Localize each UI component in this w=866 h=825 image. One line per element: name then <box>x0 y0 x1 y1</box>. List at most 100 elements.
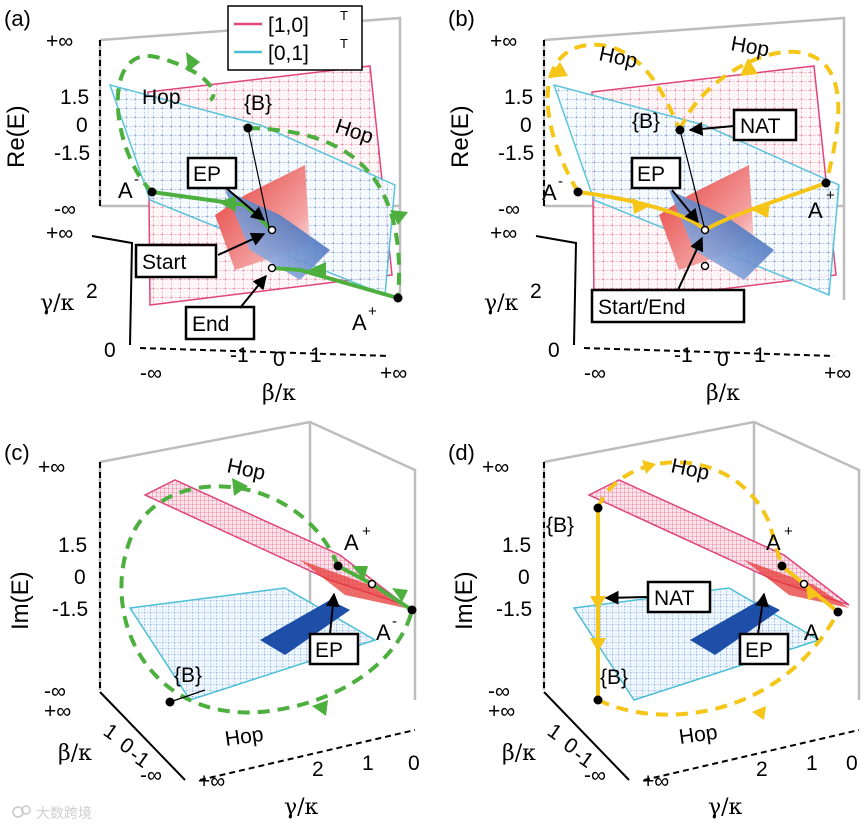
label-a-plus-sup: + <box>362 523 371 540</box>
sheet-red <box>744 560 849 608</box>
tick-gamma: 2 <box>312 758 324 781</box>
legend-label-sup: T <box>340 8 348 23</box>
sheet-red <box>300 560 405 608</box>
label-hop: Hop <box>597 42 639 73</box>
watermark: 大数跨境 <box>12 805 92 822</box>
panel-c-beta-label: β/κ <box>58 741 92 766</box>
tick-energy: -1.5 <box>496 598 532 621</box>
panel-d-gamma-label: γ/κ <box>708 795 743 820</box>
legend-label: [1,0] <box>268 14 309 37</box>
point-b <box>675 125 685 135</box>
panel-d-beta-label: β/κ <box>502 741 536 766</box>
tick-beta: +∞ <box>488 700 515 723</box>
tick-gamma: 2 <box>86 280 98 303</box>
tick-gamma: 1 <box>806 752 818 775</box>
panel-b-beta-label: β/κ <box>706 381 740 406</box>
label-a-minus: A <box>376 620 391 645</box>
tick-energy: +∞ <box>38 456 65 479</box>
label-hop: Hop <box>669 454 711 485</box>
tick-energy: 1.5 <box>60 86 89 109</box>
panel-c-axes <box>99 462 416 781</box>
legend-label-sup: T <box>340 36 348 51</box>
direction-arrow <box>186 52 200 72</box>
tick-energy: +∞ <box>490 30 517 53</box>
direction-arrow <box>642 460 656 474</box>
tick-beta: +∞ <box>380 362 407 385</box>
tick-energy: 1.5 <box>58 534 87 557</box>
box-start-end <box>590 288 746 324</box>
box-ep-text: EP <box>637 163 665 186</box>
label-a-plus: A <box>344 530 359 555</box>
label-a-minus-sup: - <box>558 173 563 190</box>
tick-gamma: 2 <box>756 758 768 781</box>
connector-line <box>247 127 271 233</box>
label-b-bottom: {B} <box>600 666 628 689</box>
tick-energy: -∞ <box>54 198 76 221</box>
point-a-plus <box>333 561 343 571</box>
panel-d-label: (d) <box>448 440 475 465</box>
tick-energy: 1.5 <box>502 534 531 557</box>
tick-beta: 0 <box>717 348 729 371</box>
path-yellow-hop <box>678 49 841 184</box>
tick-beta: -∞ <box>584 362 606 385</box>
sheet-cyan <box>108 83 396 297</box>
tick-beta: 1 <box>99 719 122 745</box>
panel-b-label: (b) <box>448 6 475 31</box>
direction-arrow <box>590 638 606 652</box>
tick-beta: +∞ <box>824 362 851 385</box>
path-yellow <box>780 564 840 614</box>
box-start-text: Start <box>142 251 187 274</box>
legend-box <box>227 5 363 71</box>
label-hop: Hop <box>223 723 264 751</box>
label-a-minus: A <box>804 620 819 645</box>
arrow-ep <box>671 189 699 224</box>
box-nat-text: NAT <box>740 115 781 138</box>
tick-beta: +∞ <box>44 700 71 723</box>
legend-label: [0,1] <box>268 42 309 65</box>
tick-gamma: 0 <box>548 339 560 362</box>
label-b: {B} <box>174 664 202 687</box>
tick-beta: -1 <box>230 344 249 367</box>
direction-arrow <box>392 588 408 602</box>
panel-a-gamma-label: γ/κ <box>40 291 75 316</box>
box-start-end-text: Start/End <box>598 296 686 319</box>
direction-arrow <box>632 198 650 214</box>
point-start <box>267 225 277 235</box>
direction-arrow <box>352 566 368 580</box>
panel-a-label: (a) <box>4 6 31 31</box>
panel-d: (d) +∞ 1.5 0 -1.5 -∞ Im(E) +∞ 1 0 -1 -∞ … <box>448 420 861 820</box>
tick-energy: 0 <box>520 114 532 137</box>
panel-c-ylabel: Im(E) <box>7 571 34 630</box>
tick-gamma: 0 <box>104 339 116 362</box>
label-b-top: {B} <box>546 514 574 537</box>
arrow-start <box>217 232 266 256</box>
tick-gamma: +∞ <box>46 222 73 245</box>
direction-arrow <box>232 478 248 496</box>
path-yellow-hop <box>545 42 682 194</box>
path-yellow-hop <box>597 611 840 717</box>
path-green-hop <box>115 54 216 194</box>
tick-beta: 0 <box>273 348 285 371</box>
panel-b-ylabel: Re(E) <box>447 105 474 168</box>
panel-a: (a) +∞ 1.5 0 -1.5 -∞ Re(E) +∞ 2 0 γ/κ -∞… <box>3 5 408 406</box>
path-green <box>271 266 399 300</box>
direction-arrow <box>308 262 326 280</box>
arrow-start-end <box>677 236 704 291</box>
box-ep <box>738 632 790 666</box>
point-end <box>267 263 277 273</box>
sheet-blue <box>260 600 350 655</box>
label-a-minus-sup: - <box>392 613 397 630</box>
label-a-minus: A <box>542 180 557 205</box>
box-nat-text: NAT <box>654 587 695 610</box>
legend: [1,0] T [0,1] T <box>227 5 363 71</box>
label-hop: Hop <box>677 721 718 749</box>
direction-arrow <box>806 586 818 600</box>
tick-gamma: 0 <box>846 752 858 775</box>
point-a-plus <box>393 293 403 303</box>
tick-energy: +∞ <box>482 456 509 479</box>
tick-beta: -∞ <box>584 764 606 787</box>
tick-gamma: 1 <box>362 752 374 775</box>
path-yellow <box>703 181 827 232</box>
point-b <box>243 123 253 133</box>
